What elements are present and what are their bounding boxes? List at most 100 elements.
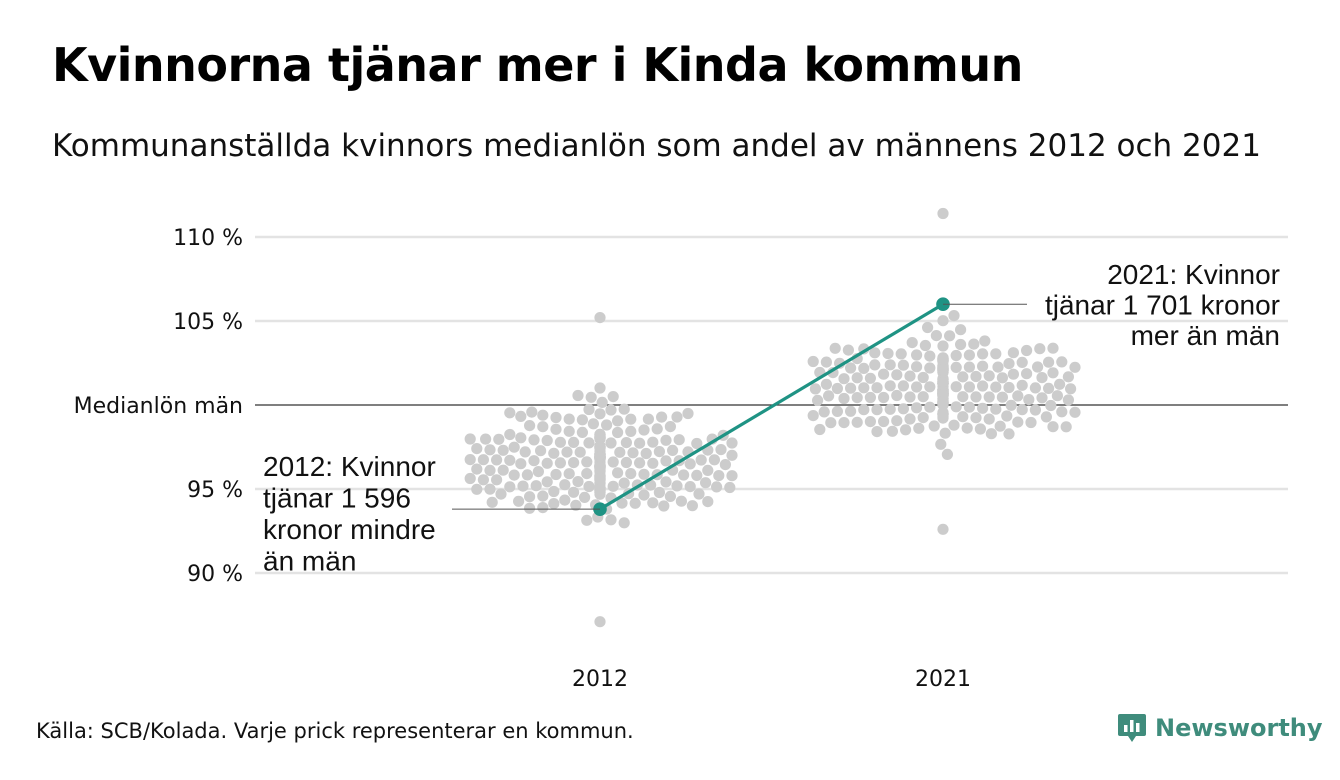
municipality-dot — [583, 480, 595, 493]
municipality-dot — [906, 337, 918, 349]
municipality-dot — [651, 423, 663, 435]
municipality-dot — [886, 425, 899, 437]
municipality-dot — [1045, 399, 1057, 412]
municipality-dot — [851, 392, 863, 404]
municipality-dot — [658, 500, 670, 512]
municipality-dot — [638, 468, 650, 480]
municipality-dot — [911, 402, 923, 414]
municipality-dot — [530, 480, 542, 492]
municipality-dot — [957, 371, 969, 383]
municipality-dot — [594, 488, 606, 500]
municipality-dot — [550, 423, 562, 435]
municipality-dot — [948, 310, 960, 322]
municipality-dot — [1047, 367, 1059, 379]
annotation-line: än män — [263, 546, 356, 577]
municipality-dot — [724, 481, 736, 494]
municipality-dot — [891, 369, 903, 381]
municipality-dot — [568, 486, 580, 498]
municipality-dot — [851, 416, 863, 428]
municipality-dot — [497, 444, 509, 456]
municipality-dot — [695, 454, 707, 466]
municipality-dot — [625, 425, 637, 437]
municipality-dot — [594, 616, 606, 628]
municipality-dot — [957, 391, 969, 403]
municipality-dot — [917, 371, 929, 384]
municipality-dot — [814, 423, 826, 436]
municipality-dot — [1016, 356, 1028, 368]
y-tick-label: Medianlön män — [74, 394, 243, 419]
y-tick-label: 90 % — [187, 562, 243, 587]
municipality-dot — [930, 330, 943, 342]
municipality-dot — [1003, 358, 1015, 370]
municipality-dot — [891, 415, 903, 427]
municipality-dot — [581, 456, 593, 468]
municipality-dot — [497, 464, 509, 476]
municipality-dot — [924, 381, 936, 393]
municipality-dot — [983, 413, 995, 425]
municipality-dot — [961, 422, 973, 434]
municipality-dot — [924, 401, 936, 413]
municipality-dot — [845, 405, 857, 417]
municipality-dot — [1016, 379, 1028, 391]
municipality-dot — [913, 422, 925, 434]
municipality-dot — [554, 457, 567, 469]
municipality-dot — [524, 420, 536, 432]
municipality-dot — [491, 474, 503, 486]
municipality-dot — [601, 419, 613, 431]
municipality-dot — [620, 437, 633, 449]
municipality-dot — [864, 391, 877, 404]
municipality-dot — [574, 446, 586, 458]
municipality-dot — [625, 468, 637, 480]
municipality-dot — [647, 436, 659, 448]
municipality-dot — [963, 381, 976, 393]
municipality-dot — [950, 349, 962, 362]
municipality-dot — [642, 413, 655, 425]
municipality-dot — [576, 414, 589, 426]
municipality-dot — [948, 419, 960, 431]
municipality-dot — [1056, 406, 1068, 418]
municipality-dot — [884, 380, 896, 392]
municipality-dot — [985, 428, 998, 440]
municipality-dot — [673, 434, 685, 446]
municipality-dot — [1021, 344, 1033, 357]
municipality-dot — [713, 470, 725, 482]
municipality-dot — [568, 457, 580, 469]
municipality-dot — [818, 406, 830, 418]
municipality-dot — [684, 481, 696, 493]
municipality-dot — [548, 498, 560, 510]
municipality-dot — [957, 411, 969, 423]
municipality-dot — [864, 416, 877, 428]
municipality-dot — [515, 458, 527, 470]
municipality-dot — [726, 470, 738, 482]
municipality-dot — [700, 477, 712, 489]
municipality-dot — [950, 361, 962, 373]
municipality-dot — [671, 411, 683, 423]
municipality-dot — [629, 497, 641, 509]
municipality-dot — [891, 389, 903, 402]
municipality-dot — [884, 403, 896, 415]
municipality-dot — [660, 434, 672, 446]
municipality-dot — [917, 412, 929, 424]
municipality-dot — [977, 402, 989, 414]
municipality-dot — [515, 432, 527, 444]
municipality-dot — [702, 464, 714, 476]
municipality-dot — [491, 454, 503, 466]
municipality-dot — [581, 468, 593, 480]
municipality-dot — [618, 403, 630, 415]
municipality-dot — [618, 477, 630, 489]
municipality-dot — [1060, 421, 1072, 433]
municipality-dot — [513, 495, 525, 507]
municipality-dot — [607, 480, 619, 492]
municipality-dot — [950, 381, 962, 393]
municipality-dot — [471, 443, 483, 455]
municipality-dot — [537, 409, 549, 421]
municipality-dot — [1007, 347, 1020, 359]
municipality-dot — [941, 448, 954, 460]
municipality-dot — [1032, 361, 1044, 373]
municipality-dot — [607, 391, 619, 403]
municipality-dot — [519, 446, 531, 458]
brand-name: Newsworthy — [1155, 714, 1323, 742]
municipality-dot — [1069, 406, 1081, 418]
municipality-dot — [1065, 383, 1077, 395]
municipality-dot — [996, 391, 1009, 403]
